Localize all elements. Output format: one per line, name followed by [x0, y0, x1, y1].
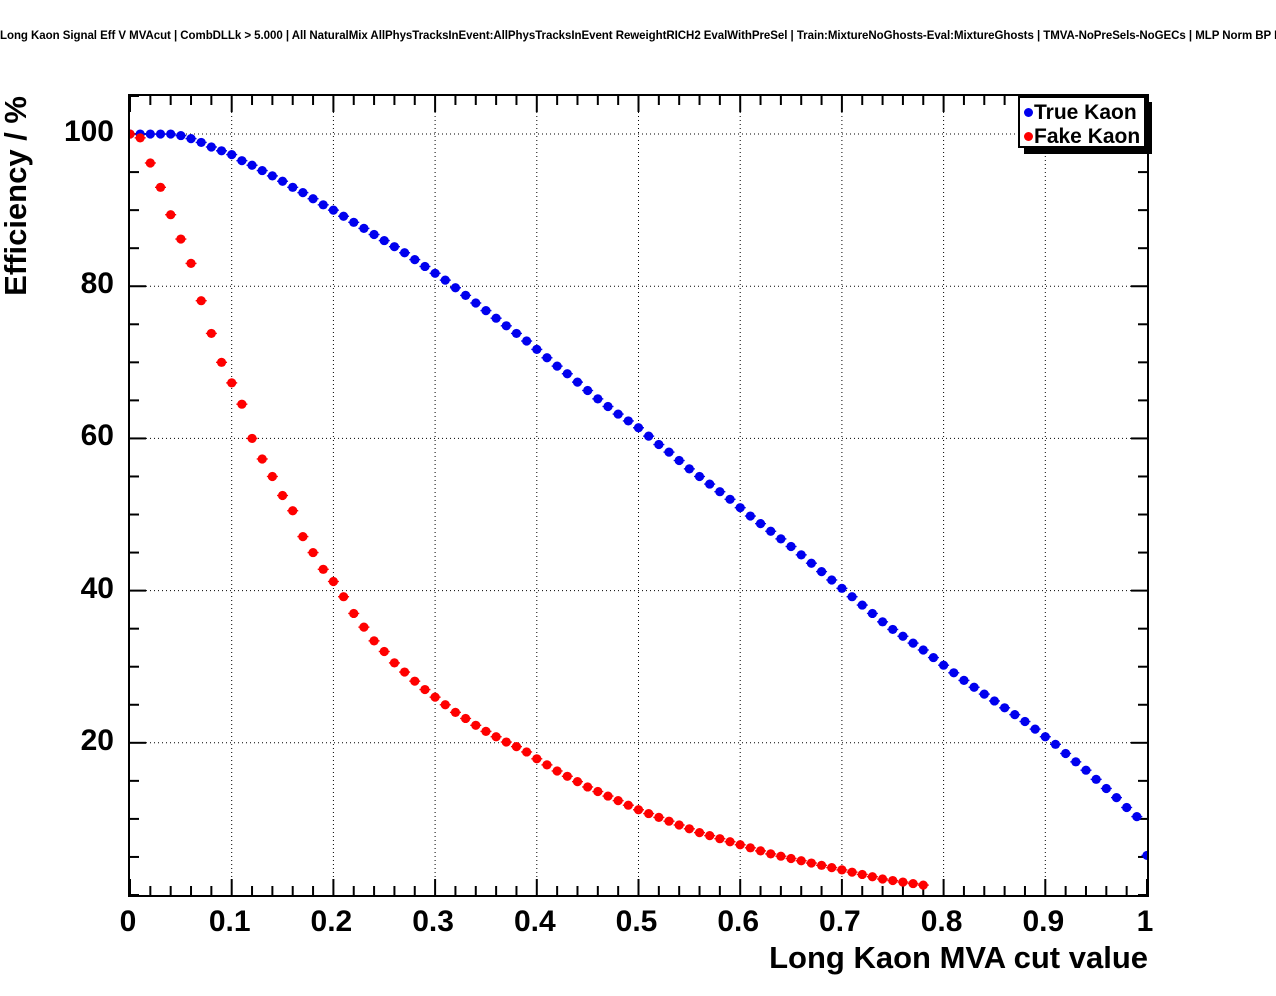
x-tick-label: 0: [119, 905, 137, 938]
legend-marker-icon: [1024, 131, 1033, 141]
x-tick-label: 0.1: [208, 905, 251, 938]
legend-label: True Kaon: [1034, 100, 1137, 124]
x-tick-label: 0.3: [412, 905, 454, 938]
series-fake-kaon: [130, 129, 929, 890]
plot-title: Long Kaon Signal Eff V MVAcut | CombDLLk…: [0, 30, 1276, 42]
data-series-layer: [130, 129, 1147, 890]
x-tick-label: 0.8: [920, 905, 963, 938]
y-tick-label: 80: [80, 267, 114, 301]
legend[interactable]: True Kaon Fake Kaon: [1018, 96, 1152, 154]
x-axis-title: Long Kaon MVA cut value: [769, 940, 1148, 975]
x-tick-label: 0.5: [615, 905, 658, 938]
x-tick-label: 0.6: [717, 905, 760, 938]
legend-entry-fake-kaon[interactable]: Fake Kaon: [1024, 124, 1140, 148]
legend-box: True Kaon Fake Kaon: [1018, 96, 1146, 148]
legend-entry-true-kaon[interactable]: True Kaon: [1024, 100, 1137, 124]
y-tick-label: 20: [80, 723, 114, 757]
legend-label: Fake Kaon: [1034, 124, 1141, 148]
x-tick-label: 0.2: [310, 905, 353, 938]
grid-layer: [130, 96, 1147, 895]
x-tick-label: 0.9: [1022, 905, 1065, 938]
x-tick-label: 0.7: [819, 905, 861, 938]
y-tick-label: 100: [63, 115, 114, 149]
y-tick-label: 40: [80, 571, 114, 605]
x-tick-label: 1: [1136, 905, 1154, 938]
y-tick-label: 60: [80, 419, 114, 453]
plot-frame: [128, 94, 1149, 897]
x-tick-label: 0.4: [513, 905, 556, 938]
series-true-kaon: [130, 129, 1147, 861]
legend-marker-icon: [1024, 107, 1033, 117]
plot-area: [130, 96, 1147, 895]
